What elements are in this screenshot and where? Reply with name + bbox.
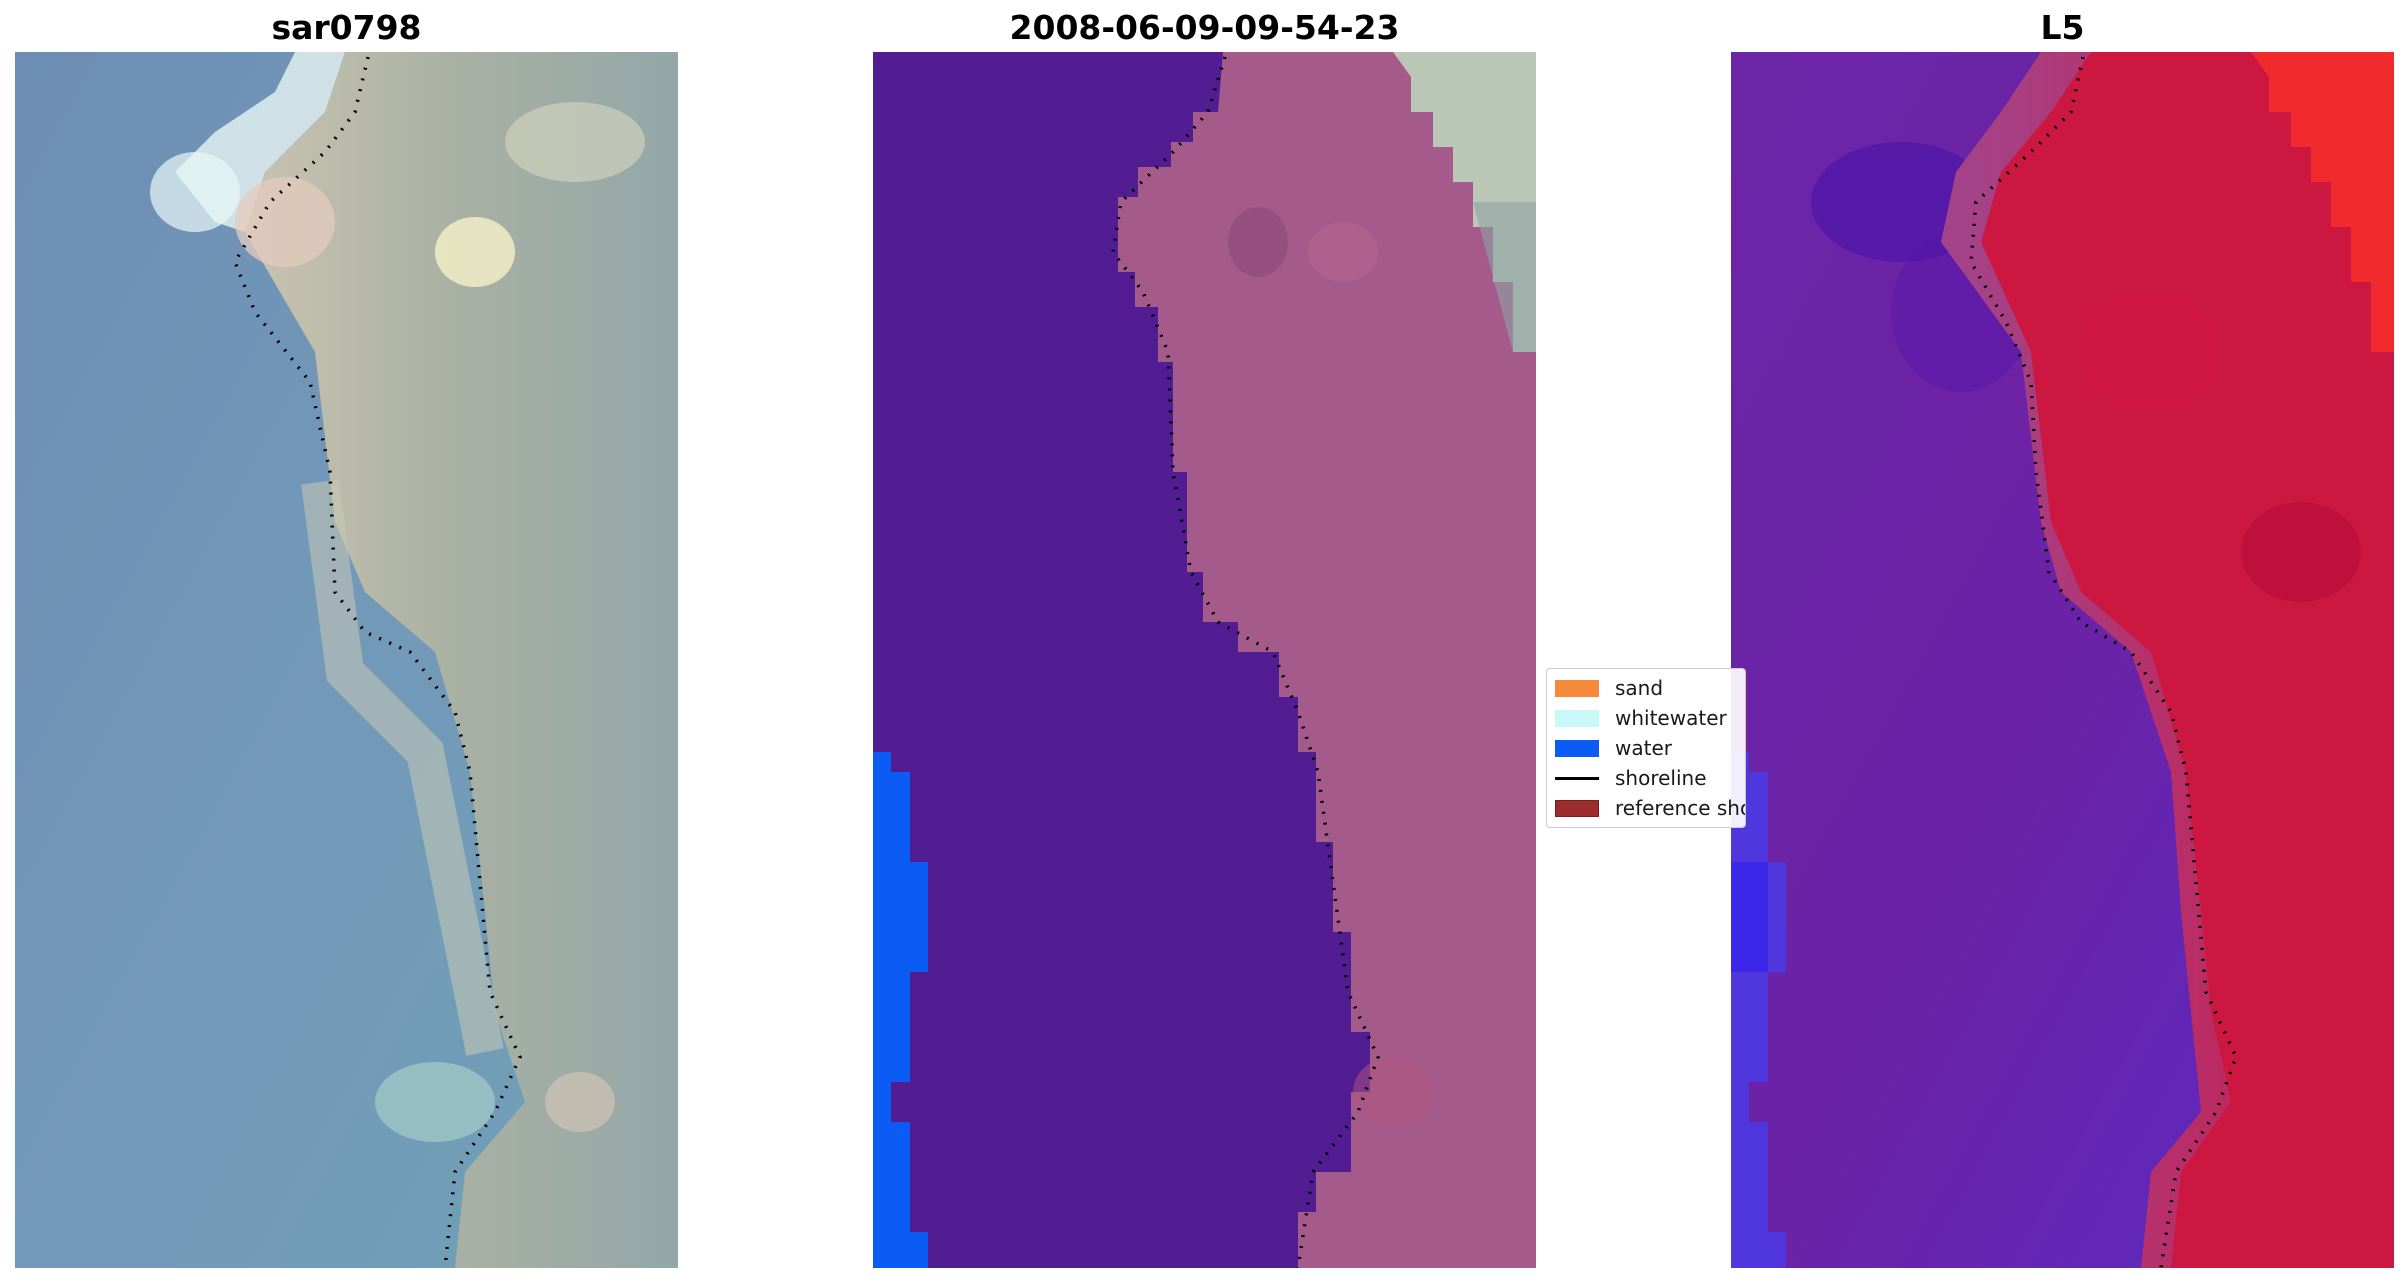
legend-item-reference-shoreline: reference shoreline — [1555, 793, 1745, 823]
legend-item-whitewater: whitewater — [1555, 703, 1745, 733]
legend: sand whitewater water shoreline referenc… — [1546, 668, 1746, 828]
shoreline-line-swatch — [1555, 776, 1599, 780]
legend-label: sand — [1615, 676, 1664, 700]
legend-label: shoreline — [1615, 766, 1707, 790]
panel-title-rgb: sar0798 — [271, 8, 422, 47]
rgb-image-panel — [15, 52, 678, 1268]
rgb-image — [15, 52, 678, 1268]
legend-label: whitewater — [1615, 706, 1727, 730]
legend-label: water — [1615, 736, 1672, 760]
classification-shoreline — [1111, 56, 1380, 1268]
rgb-shoreline — [233, 56, 522, 1268]
index-image — [1731, 52, 2394, 1268]
legend-item-water: water — [1555, 733, 1745, 763]
index-shoreline — [1969, 56, 2238, 1268]
classification-panel — [873, 52, 1536, 1268]
whitewater-swatch — [1555, 709, 1599, 727]
reference-shoreline-swatch — [1555, 799, 1599, 817]
legend-label: reference shoreline — [1615, 796, 1745, 820]
classified-land — [1118, 52, 1536, 1268]
panel-title-classification: 2008-06-09-09-54-23 — [1009, 8, 1400, 47]
panel-title-index: L5 — [2040, 8, 2085, 47]
rgb-land-area — [245, 52, 678, 1268]
legend-item-shoreline: shoreline — [1555, 763, 1745, 793]
legend-item-sand: sand — [1555, 673, 1745, 703]
sand-swatch — [1555, 679, 1599, 697]
water-class-area — [873, 752, 928, 1268]
water-swatch — [1555, 739, 1599, 757]
classification-image — [873, 52, 1536, 1268]
index-panel — [1731, 52, 2394, 1268]
